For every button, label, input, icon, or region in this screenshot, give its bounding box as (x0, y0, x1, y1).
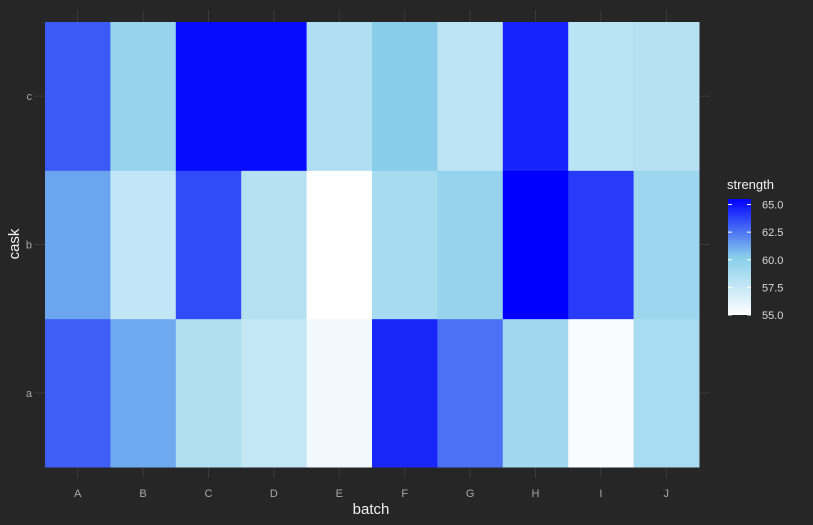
x-axis-title: batch (353, 501, 390, 518)
x-tick-label: G (466, 488, 475, 500)
legend-tick-label: 60.0 (762, 255, 783, 267)
heatmap-cell-I-b (568, 170, 635, 320)
x-tick-label: F (401, 488, 408, 500)
y-tick-label: c (27, 91, 33, 103)
heatmap-cell-E-a (306, 318, 373, 468)
heatmap-cell-F-b (372, 170, 438, 320)
heatmap-cell-F-c (372, 22, 438, 171)
heatmap-cell-C-c (175, 22, 242, 171)
x-tick-label: A (74, 488, 82, 500)
heatmap-cell-H-c (502, 22, 569, 171)
heatmap-cells (45, 22, 700, 468)
legend-tick-label: 55.0 (762, 310, 783, 322)
heatmap-cell-I-c (568, 22, 635, 171)
x-tick-label: D (270, 488, 278, 500)
legend-tick-label: 65.0 (762, 200, 783, 212)
x-tick-label: I (599, 488, 602, 500)
heatmap-cell-B-b (110, 170, 177, 320)
heatmap-cell-B-c (110, 22, 177, 171)
heatmap-cell-E-c (306, 22, 373, 171)
y-tick-label: a (26, 388, 33, 400)
heatmap-cell-H-b (502, 170, 569, 320)
y-axis-tick-labels: a b c (26, 91, 33, 400)
heatmap-cell-H-a (502, 318, 569, 468)
legend: strength 55.0 57.5 60.0 62.5 65.0 (727, 177, 783, 322)
heatmap-cell-D-a (241, 318, 308, 468)
heatmap-cell-E-b (306, 170, 373, 320)
x-tick-label: H (532, 488, 540, 500)
x-tick-label: B (139, 488, 146, 500)
x-axis-tick-labels: A B C D E F G H I J (74, 488, 669, 500)
heatmap-cell-D-b (241, 170, 308, 320)
legend-title: strength (727, 177, 774, 192)
x-tick-label: J (664, 488, 670, 500)
legend-color-bar (728, 199, 751, 315)
heatmap-cell-G-c (437, 22, 504, 171)
heatmap-cell-I-a (568, 318, 635, 468)
x-tick-label: E (336, 488, 343, 500)
legend-tick-label: 57.5 (762, 282, 783, 294)
heatmap-cell-B-a (110, 318, 177, 468)
heatmap-cell-J-c (633, 22, 700, 171)
legend-ticks: 55.0 57.5 60.0 62.5 65.0 (728, 200, 783, 322)
heatmap-cell-C-b (175, 170, 242, 320)
heatmap-cell-G-b (437, 170, 504, 320)
heatmap-cell-A-b (45, 170, 111, 320)
heatmap-cell-F-a (372, 318, 438, 468)
heatmap-cell-J-a (633, 318, 700, 468)
heatmap-cell-G-a (437, 318, 504, 468)
x-tick-label: C (205, 488, 213, 500)
y-axis-title: cask (6, 228, 23, 259)
y-tick-label: b (26, 240, 32, 252)
heatmap-cell-A-a (45, 318, 111, 468)
heatmap-cell-D-c (241, 22, 308, 171)
heatmap-cell-C-a (175, 318, 242, 468)
heatmap-cell-J-b (633, 170, 700, 320)
heatmap-cell-A-c (45, 22, 111, 171)
legend-tick-label: 62.5 (762, 227, 783, 239)
